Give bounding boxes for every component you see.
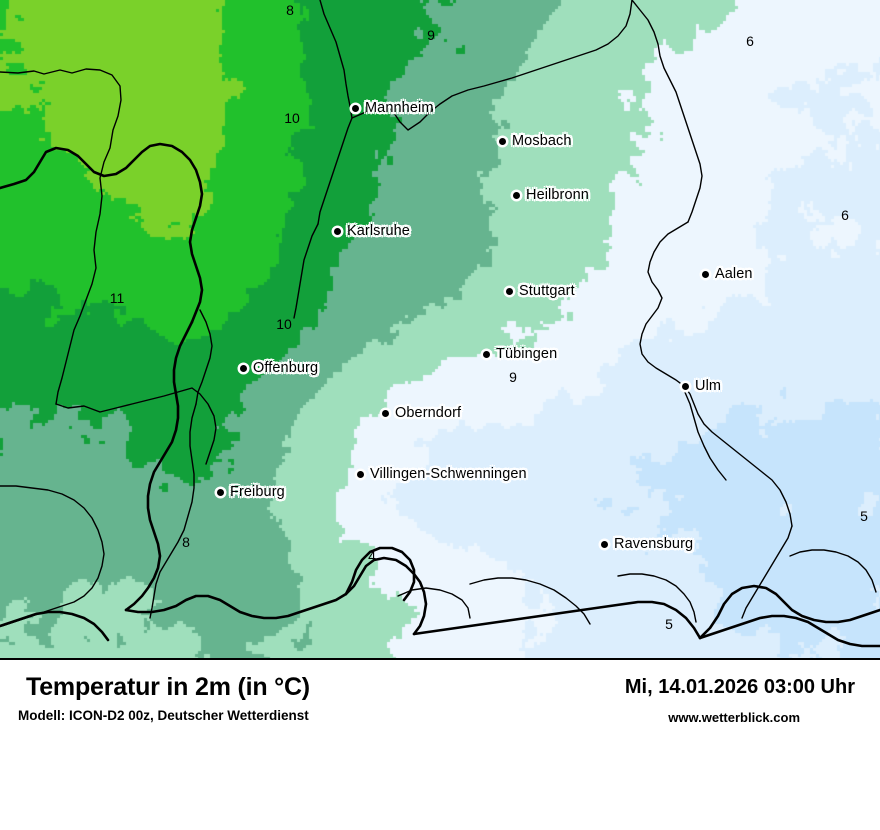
country-border-line xyxy=(698,584,880,640)
border-line-thin xyxy=(789,549,877,593)
country-border-line xyxy=(124,320,194,612)
border-line-thin xyxy=(195,309,213,405)
border-line-thin xyxy=(293,223,319,319)
border-line-thin xyxy=(639,221,793,527)
border-line-thin xyxy=(741,525,793,619)
border-line-thin xyxy=(683,389,727,481)
border-line-thin xyxy=(631,0,703,223)
border-line-thin xyxy=(149,403,197,619)
country-border-line xyxy=(412,600,702,640)
country-border-line xyxy=(0,142,204,324)
border-line-thin xyxy=(469,577,591,625)
border-line-thin xyxy=(0,68,122,405)
country-border-line xyxy=(698,614,880,648)
border-line-thin xyxy=(397,587,471,619)
border-line-thin xyxy=(351,0,633,131)
temperature-field-raster xyxy=(0,0,880,660)
valid-datetime: Mi, 14.01.2026 03:00 Uhr xyxy=(624,676,855,698)
temperature-map: 8 9 6 10 6 11 10 9 5 8 4 5 Mannheim Mosbach Heilbronn… xyxy=(0,0,880,660)
country-border-line xyxy=(124,556,428,636)
page-title: Temperatur in 2m (in °C) xyxy=(26,673,310,701)
border-line-thin xyxy=(317,0,353,225)
map-borders-overlay xyxy=(0,0,880,648)
border-line-thin xyxy=(617,573,697,623)
model-subtitle: Modell: ICON-D2 00z, Deutscher Wetterdie… xyxy=(18,708,309,723)
map-footer: Temperatur in 2m (in °C) Modell: ICON-D2… xyxy=(0,660,880,830)
website-credit: www.wetterblick.com xyxy=(668,710,800,725)
border-line-thin xyxy=(0,485,105,627)
border-line-thin xyxy=(55,387,217,465)
country-border-line xyxy=(0,610,110,642)
country-border-line xyxy=(344,546,416,602)
